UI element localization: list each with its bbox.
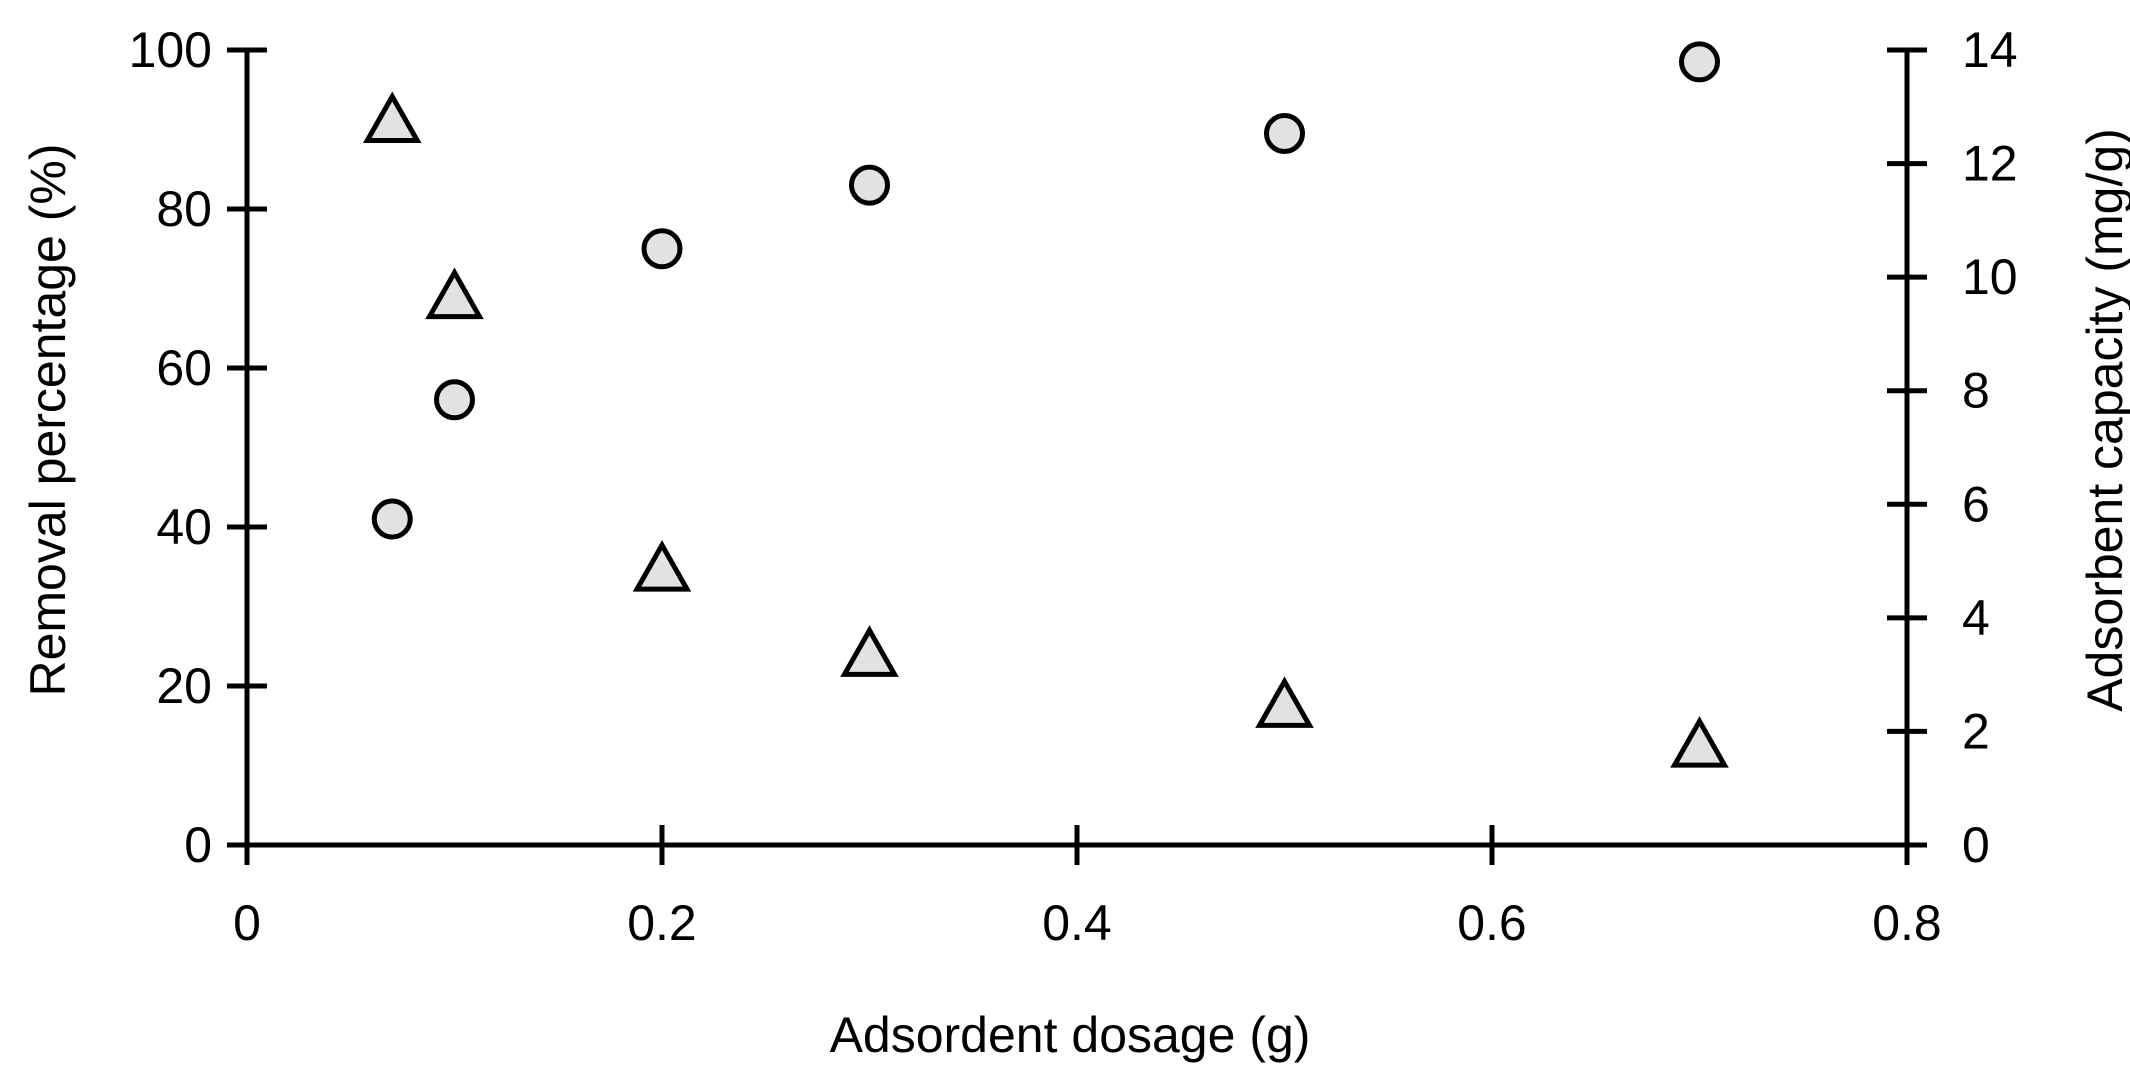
circle-point bbox=[434, 379, 475, 421]
y2-tick-label: 10 bbox=[1962, 249, 2018, 305]
y2-axis-title: Adsorbent capacity (mg/g) bbox=[2077, 128, 2130, 712]
y-tick-label: 100 bbox=[129, 22, 212, 78]
triangle-point bbox=[632, 540, 692, 592]
axes bbox=[227, 50, 1927, 848]
y-tick-label: 0 bbox=[184, 817, 212, 873]
y2-tick-label: 14 bbox=[1962, 22, 2018, 78]
ticks: 0 0.2 0.4 0.6 0.8 0 20 40 60 80 100 0 2 4 6 8 10 12 14 bbox=[129, 22, 2018, 951]
y2-tick-label: 12 bbox=[1962, 136, 2018, 192]
y-tick-label: 80 bbox=[156, 181, 212, 237]
circle-point bbox=[371, 498, 413, 540]
y-tick-label: 20 bbox=[156, 658, 212, 714]
y2-tick-label: 0 bbox=[1962, 817, 1990, 873]
triangle-point bbox=[840, 625, 899, 677]
x-tick-label: 0.8 bbox=[1872, 895, 1942, 951]
circle-point bbox=[1264, 112, 1305, 154]
triangle-point bbox=[425, 267, 484, 320]
x-tick-label: 0.6 bbox=[1457, 895, 1527, 951]
data-points bbox=[362, 41, 1729, 768]
y-axis-title: Removal percentage (%) bbox=[20, 143, 76, 696]
circle-point bbox=[849, 164, 890, 206]
y-tick-label: 60 bbox=[156, 340, 212, 396]
triangle-point bbox=[1255, 676, 1314, 728]
circle-point bbox=[641, 228, 683, 270]
x-tick-label: 0 bbox=[233, 895, 261, 951]
x-axis-title: Adsordent dosage (g) bbox=[830, 1007, 1311, 1063]
y2-tick-label: 6 bbox=[1962, 476, 1990, 532]
y2-tick-label: 4 bbox=[1962, 590, 1990, 646]
triangle-point bbox=[362, 91, 422, 144]
x-tick-label: 0.4 bbox=[1042, 895, 1112, 951]
y-tick-label: 40 bbox=[156, 499, 212, 555]
x-tick-label: 0.2 bbox=[627, 895, 697, 951]
y2-tick-label: 8 bbox=[1962, 363, 1990, 419]
y2-tick-label: 2 bbox=[1962, 703, 1990, 759]
triangle-point bbox=[1670, 716, 1729, 768]
circle-point bbox=[1679, 41, 1720, 83]
